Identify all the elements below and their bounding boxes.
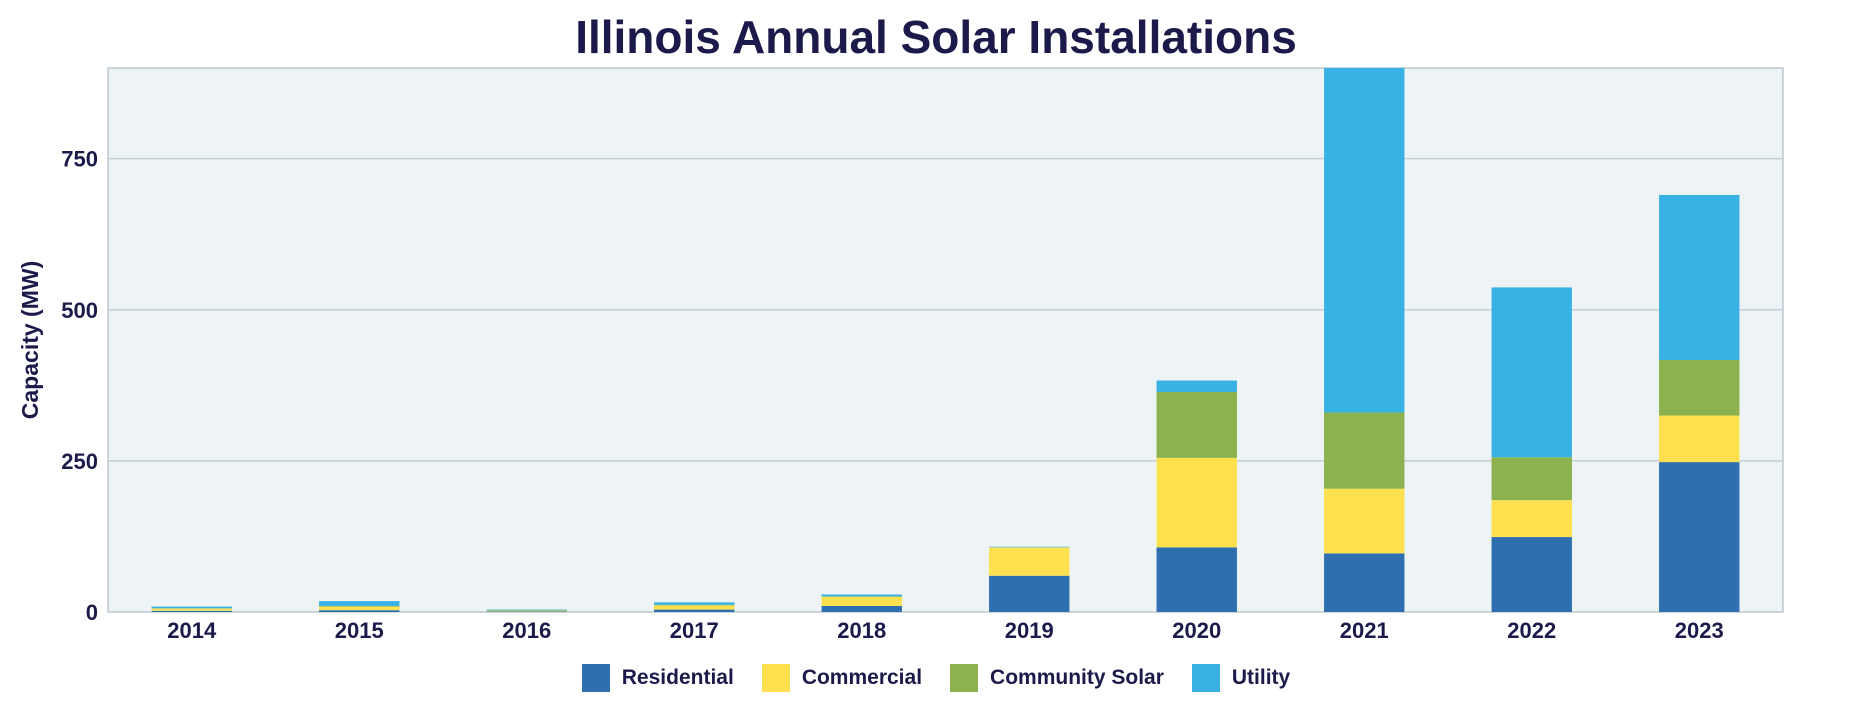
bar-2015-utility — [319, 601, 400, 606]
bar-2016-commercial — [486, 610, 567, 612]
legend-item-utility: Utility — [1191, 664, 1291, 692]
bar-2020-community-solar — [1156, 391, 1237, 458]
bar-2019-utility — [989, 546, 1070, 548]
legend-item-commercial: Commercial — [761, 664, 923, 692]
legend-swatch — [581, 664, 610, 692]
chart-legend: Residential Commercial Community Solar Util… — [0, 664, 1872, 692]
x-tick-label-2022: 2022 — [1507, 618, 1556, 643]
bar-2018-commercial — [821, 596, 902, 606]
legend-label: Community Solar — [990, 666, 1164, 689]
x-tick-label-2017: 2017 — [670, 618, 719, 643]
x-tick-label-2023: 2023 — [1675, 618, 1724, 643]
y-tick-label-750: 750 — [61, 147, 98, 172]
x-tick-label-2018: 2018 — [837, 618, 886, 643]
bar-2023-residential — [1659, 462, 1740, 612]
bar-2020-utility — [1156, 380, 1237, 392]
bar-2023-commercial — [1659, 415, 1740, 463]
x-tick-label-2015: 2015 — [335, 618, 384, 643]
y-tick-label-250: 250 — [61, 449, 98, 474]
legend-label: Utility — [1231, 666, 1291, 689]
x-tick-label-2019: 2019 — [1005, 618, 1054, 643]
bar-2017-utility — [654, 602, 735, 605]
legend-swatch — [1191, 664, 1220, 692]
y-tick-label-0: 0 — [86, 600, 98, 625]
bar-2021-commercial — [1324, 488, 1405, 554]
bar-2021-community-solar — [1324, 412, 1405, 489]
bar-2020-residential — [1156, 547, 1237, 612]
bar-2015-community-solar — [319, 605, 400, 607]
bar-2023-community-solar — [1659, 359, 1740, 416]
bar-2016-utility — [486, 609, 567, 611]
bar-2021-utility — [1324, 68, 1405, 413]
legend-item-residential: Residential — [581, 664, 734, 692]
legend-swatch — [761, 664, 790, 692]
bar-2017-residential — [654, 609, 735, 612]
bar-2022-commercial — [1491, 500, 1572, 538]
bar-2023-utility — [1659, 194, 1740, 360]
legend-label: Commercial — [801, 666, 923, 689]
bar-2019-commercial — [989, 547, 1070, 576]
legend-label: Residential — [621, 666, 734, 689]
x-tick-label-2021: 2021 — [1340, 618, 1389, 643]
legend-item-community-solar: Community Solar — [950, 664, 1164, 692]
bar-2016-residential — [486, 611, 567, 612]
bar-2014-commercial — [151, 608, 232, 611]
bar-2014-residential — [151, 610, 232, 612]
bar-2017-community-solar — [654, 604, 735, 606]
bar-2018-community-solar — [821, 596, 902, 597]
legend-swatch — [950, 664, 979, 692]
bar-2022-community-solar — [1491, 457, 1572, 501]
bar-2020-commercial — [1156, 457, 1237, 548]
bar-2018-residential — [821, 605, 902, 612]
x-tick-label-2014: 2014 — [167, 618, 217, 643]
bar-2015-residential — [319, 610, 400, 612]
chart-title: Illinois Annual Solar Installations — [575, 11, 1297, 63]
bar-2019-residential — [989, 575, 1070, 612]
bar-2021-residential — [1324, 553, 1405, 612]
bar-2016-community-solar — [486, 610, 567, 611]
bar-2022-residential — [1491, 537, 1572, 612]
bar-2017-commercial — [654, 605, 735, 610]
bar-2022-utility — [1491, 287, 1572, 458]
y-axis-label: Capacity (MW) — [17, 261, 43, 419]
bar-2015-commercial — [319, 606, 400, 611]
bar-2014-utility — [151, 606, 232, 609]
x-tick-label-2020: 2020 — [1172, 618, 1221, 643]
bar-2018-utility — [821, 594, 902, 597]
y-tick-label-500: 500 — [61, 298, 98, 323]
x-tick-label-2016: 2016 — [502, 618, 551, 643]
